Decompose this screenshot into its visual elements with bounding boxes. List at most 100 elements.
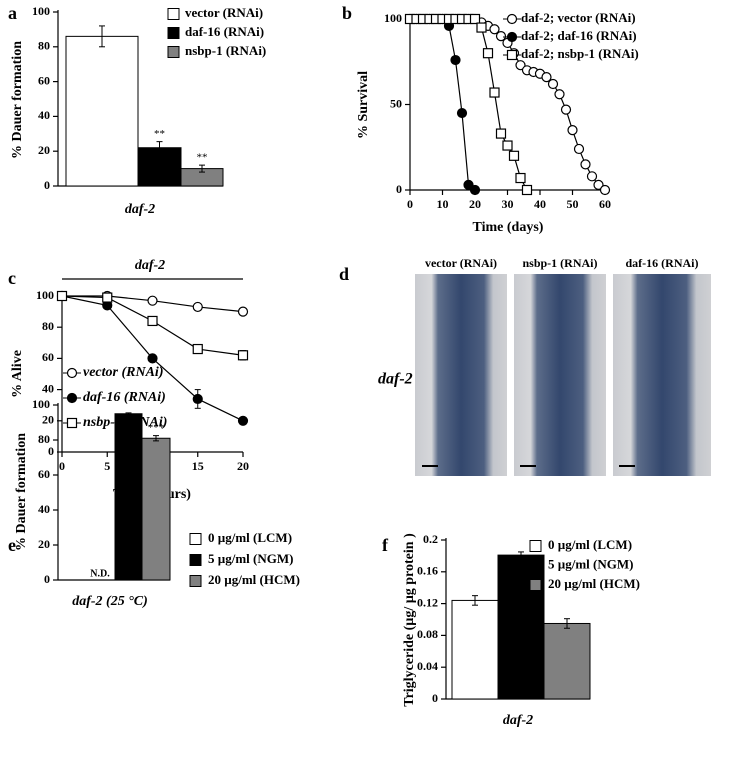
marker (192, 343, 203, 355)
y-tick-label: 20 (38, 537, 50, 551)
marker (495, 30, 507, 42)
marker (469, 184, 481, 196)
y-tick-label: 0.2 (423, 532, 438, 546)
significance: ** (154, 128, 165, 140)
legend-label: 5 µg/ml (NGM) (208, 551, 293, 566)
marker (506, 31, 518, 43)
marker (541, 72, 552, 83)
legend-swatch (167, 8, 180, 20)
marker (192, 301, 203, 313)
micrograph (514, 274, 606, 476)
panel-letter: a (8, 3, 17, 23)
x-tick-label: 20 (469, 197, 481, 211)
image-label: vector (RNAi) (425, 256, 497, 270)
bar (141, 437, 171, 581)
panel-letter: c (8, 268, 16, 288)
y-tick-label: 80 (38, 39, 50, 53)
panel-letter: e (8, 535, 16, 555)
x-tick-label: 30 (502, 197, 514, 211)
y-tick-label: 60 (42, 350, 54, 364)
marker (66, 417, 78, 429)
y-axis-label: % Dauer formation (10, 41, 25, 159)
marker (147, 295, 158, 306)
legend-swatch (189, 575, 202, 587)
legend-swatch (529, 579, 542, 591)
value-label: N.D. (90, 568, 110, 579)
legend-swatch (529, 540, 542, 552)
x-tick-label: 40 (534, 197, 546, 211)
y-tick-label: 40 (38, 108, 50, 122)
legend-label: 20 µg/ml (HCM) (208, 572, 300, 587)
significance: ** (197, 152, 208, 164)
micrograph (613, 274, 711, 476)
marker (66, 367, 78, 379)
y-tick-label: 100 (384, 11, 402, 25)
marker (521, 184, 533, 196)
marker (560, 104, 572, 115)
x-tick-label: 60 (599, 197, 611, 211)
chart-e: e daf-2 (25 °C) % Dauer formation 0 20 40 60 80… (8, 397, 300, 609)
x-tick-label: 50 (567, 197, 579, 211)
y-tick-label: 100 (32, 397, 50, 411)
marker (515, 172, 526, 184)
y-axis-label: Triglyceride (µg/ µg protein ) (402, 533, 417, 707)
marker (237, 415, 249, 426)
x-axis-label: daf-2 (125, 202, 155, 217)
legend-label: vector (RNAi) (83, 365, 163, 380)
marker (547, 78, 559, 90)
image-label: daf-16 (RNAi) (626, 256, 699, 270)
y-tick-label: 40 (38, 502, 50, 516)
y-tick-label: 0.16 (417, 564, 438, 578)
marker (476, 22, 487, 33)
x-tick-label: 0 (59, 459, 65, 473)
x-tick-label: 0 (407, 197, 413, 211)
marker (508, 150, 520, 161)
marker (456, 107, 468, 119)
y-axis-label: % Dauer formation (14, 433, 29, 551)
marker (66, 392, 78, 404)
legend-label: daf-16 (RNAi) (83, 390, 166, 405)
chart-f: f daf-2 Triglyceride (µg/ µg protein ) 0 0.0… (382, 532, 640, 728)
y-tick-label: 100 (36, 288, 54, 302)
y-tick-label: 100 (32, 4, 50, 18)
panel-letter: b (342, 3, 352, 23)
legend-swatch (189, 554, 202, 566)
marker (102, 292, 113, 303)
legend-label: daf-2; vector (RNAi) (521, 10, 636, 25)
legend-label: 0 µg/ml (LCM) (548, 537, 632, 552)
chart-title: daf-2 (135, 258, 165, 273)
bar (65, 35, 139, 187)
marker (580, 159, 591, 170)
micrograph (415, 274, 507, 476)
marker (450, 54, 461, 66)
y-tick-label: 0 (432, 691, 438, 705)
marker (237, 306, 249, 317)
legend-label: daf-2; daf-16 (RNAi) (521, 28, 637, 43)
legend-label: vector (RNAi) (185, 5, 263, 20)
legend-label: daf-2; nsbp-1 (RNAi) (521, 46, 639, 61)
y-tick-label: 0 (44, 178, 50, 192)
y-tick-label: 80 (38, 432, 50, 446)
marker (515, 60, 526, 71)
x-tick-label: 5 (104, 459, 110, 473)
marker (593, 179, 604, 190)
y-axis-label: % Alive (10, 350, 25, 398)
x-tick-label: 20 (237, 459, 249, 473)
image-label: nsbp-1 (RNAi) (522, 256, 597, 270)
marker (495, 128, 507, 139)
y-tick-label: 0.12 (417, 595, 438, 609)
marker (489, 24, 500, 35)
significance: *** (148, 422, 165, 434)
y-tick-label: 0.08 (417, 627, 438, 641)
marker (489, 87, 500, 98)
marker (573, 143, 585, 155)
y-tick-label: 0 (396, 182, 402, 196)
panel-letter: f (382, 535, 389, 555)
marker (502, 140, 513, 151)
x-axis-label: Time (days) (473, 220, 544, 235)
legend-label: nsbp-1 (RNAi) (185, 43, 266, 58)
legend-label: 5 µg/ml (NGM) (548, 556, 633, 571)
bar (137, 147, 182, 187)
marker (506, 49, 518, 61)
